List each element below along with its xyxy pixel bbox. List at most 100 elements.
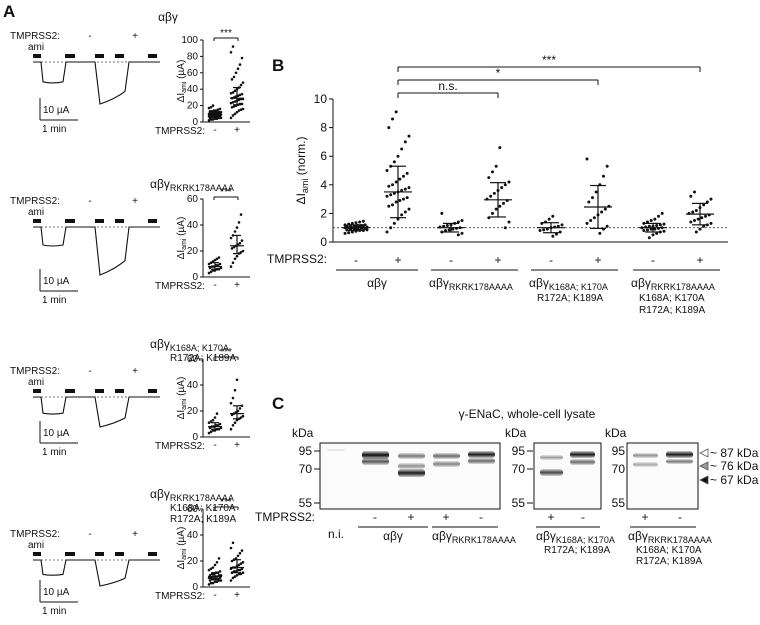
a-dot [218, 262, 222, 266]
b-dot [647, 236, 651, 240]
a-ylabel: ΔIami (µA) [176, 217, 188, 260]
b-group-sub2: R172A; K189A [537, 293, 603, 304]
a-dot [229, 567, 233, 571]
a-ylabel: ΔIami (µA) [176, 527, 188, 570]
b-dot [407, 207, 411, 211]
a-ylabel-unit: (µA) [176, 60, 187, 82]
b-dot [398, 177, 402, 181]
b-dot [658, 223, 662, 227]
a-dot [237, 563, 241, 567]
ami-bar [33, 219, 41, 223]
scale-current-label: 10 µA [43, 105, 70, 116]
a-dot [215, 561, 219, 564]
scale-time-label: 1 min [42, 124, 66, 135]
b-dot [503, 183, 507, 187]
ami-bar [95, 552, 104, 556]
b-group-sub: K168A; K170A [549, 282, 608, 292]
a-dot [229, 401, 233, 405]
ami-bar [65, 389, 75, 393]
tmprss2-plus: + [132, 366, 138, 377]
b-dot [589, 219, 593, 223]
c-group-4-label: αβγRKRK178AAAA [628, 529, 712, 545]
c-lane: + [442, 510, 449, 524]
a-xtick-minus: - [213, 125, 216, 136]
b-group-2: - + αβγRKRK178AAAA [429, 146, 518, 292]
a-dot [235, 110, 239, 114]
b-group-sub: RKRK178AAAA [449, 282, 513, 292]
b-ytick-label: 0 [320, 235, 327, 249]
b-xtick-plus: + [696, 253, 703, 267]
a-ytick-label: 40 [187, 220, 199, 231]
a-dot [207, 431, 211, 435]
a-dot [219, 266, 223, 270]
a-dot [234, 71, 238, 75]
b-dot [594, 190, 598, 194]
a-dot [240, 92, 244, 96]
b-dot [694, 209, 698, 213]
b-dot [653, 227, 657, 231]
a-dot [217, 574, 221, 577]
b-dot [662, 222, 666, 226]
tmprss2-plus: + [132, 196, 138, 207]
b-dot [440, 230, 444, 234]
blot3-kda: kDa [605, 426, 627, 440]
a-dot [231, 576, 235, 580]
b-dot [385, 194, 389, 198]
b-dot [445, 224, 449, 228]
blot-band [433, 461, 460, 467]
b-dot [598, 231, 602, 235]
a-dot [211, 418, 215, 422]
b-dot [540, 221, 544, 225]
a-dot [237, 98, 241, 102]
b-dot [387, 184, 391, 188]
b-dot [345, 228, 349, 232]
a-dot [211, 260, 215, 263]
ami-label: ami [28, 377, 44, 388]
b-dot [494, 164, 498, 168]
blot-band [362, 458, 389, 465]
a-dot [229, 116, 233, 120]
b-dot [396, 217, 400, 221]
a-ytick-label: 20 [187, 556, 199, 567]
a-dot [237, 109, 241, 112]
b-dot [405, 196, 409, 200]
b-dot [696, 217, 700, 221]
scale-current-label: 10 µA [43, 428, 70, 439]
a-xtick-minus: - [213, 280, 216, 291]
a-xtick-minus: - [213, 440, 216, 451]
b-dot [502, 201, 505, 205]
c-lane: - [373, 510, 377, 524]
blot-band [666, 451, 693, 458]
a-dot [207, 271, 211, 275]
a-dot [212, 109, 216, 112]
b-dot [585, 157, 589, 161]
b-dot [456, 233, 460, 237]
tmprss2-minus: - [88, 529, 91, 540]
a-dot [229, 265, 233, 268]
a-dot [209, 581, 213, 585]
b-dot [702, 224, 706, 228]
b-dot [407, 186, 411, 190]
a-ytick-label: 60 [187, 504, 199, 515]
blot1-marker-95: 95 [299, 444, 313, 458]
b-dot [391, 117, 394, 121]
sig-label: *** [220, 347, 232, 358]
b-dot [551, 234, 555, 238]
b-xtick-minus: - [549, 253, 553, 267]
blot1-kda: kDa [292, 426, 314, 440]
a-dot [235, 226, 239, 229]
c-lane: - [678, 510, 682, 524]
b-dot [693, 190, 696, 194]
a-dot [215, 580, 219, 584]
b-dot [391, 183, 394, 187]
a-dot [240, 56, 244, 60]
ami-bar [95, 54, 104, 58]
a-ytick-label: 60 [187, 194, 199, 205]
block-title-sub2: R172A; K189A [170, 353, 236, 364]
scale-time-label: 1 min [42, 447, 66, 458]
b-group-sub2: K168A; K170A [639, 293, 705, 304]
blot-band [633, 453, 658, 458]
a-dot [218, 570, 222, 573]
a-dot [233, 257, 237, 261]
a-dot [233, 388, 237, 392]
